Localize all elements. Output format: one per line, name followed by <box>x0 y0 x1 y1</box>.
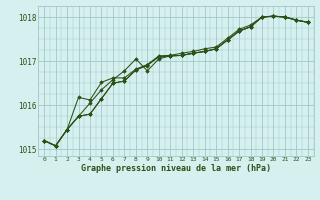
X-axis label: Graphe pression niveau de la mer (hPa): Graphe pression niveau de la mer (hPa) <box>81 164 271 173</box>
